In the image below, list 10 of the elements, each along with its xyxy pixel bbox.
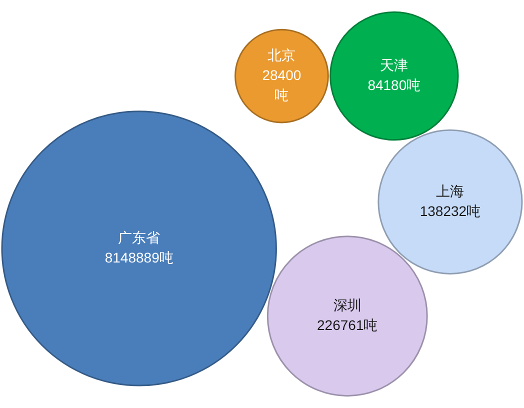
category-label: 上海 <box>436 182 464 199</box>
data-label: 28400吨 <box>262 66 302 103</box>
data-label: 8148889吨 <box>104 249 174 266</box>
category-label: 天津 <box>380 56 408 73</box>
data-label: 84180吨 <box>368 76 421 93</box>
category-label: 广东省 <box>118 229 160 246</box>
data-label: 226761吨 <box>317 316 378 333</box>
data-label: 138232吨 <box>420 202 481 219</box>
category-label: 深圳 <box>333 296 362 313</box>
category-label: 北京 <box>268 46 296 63</box>
